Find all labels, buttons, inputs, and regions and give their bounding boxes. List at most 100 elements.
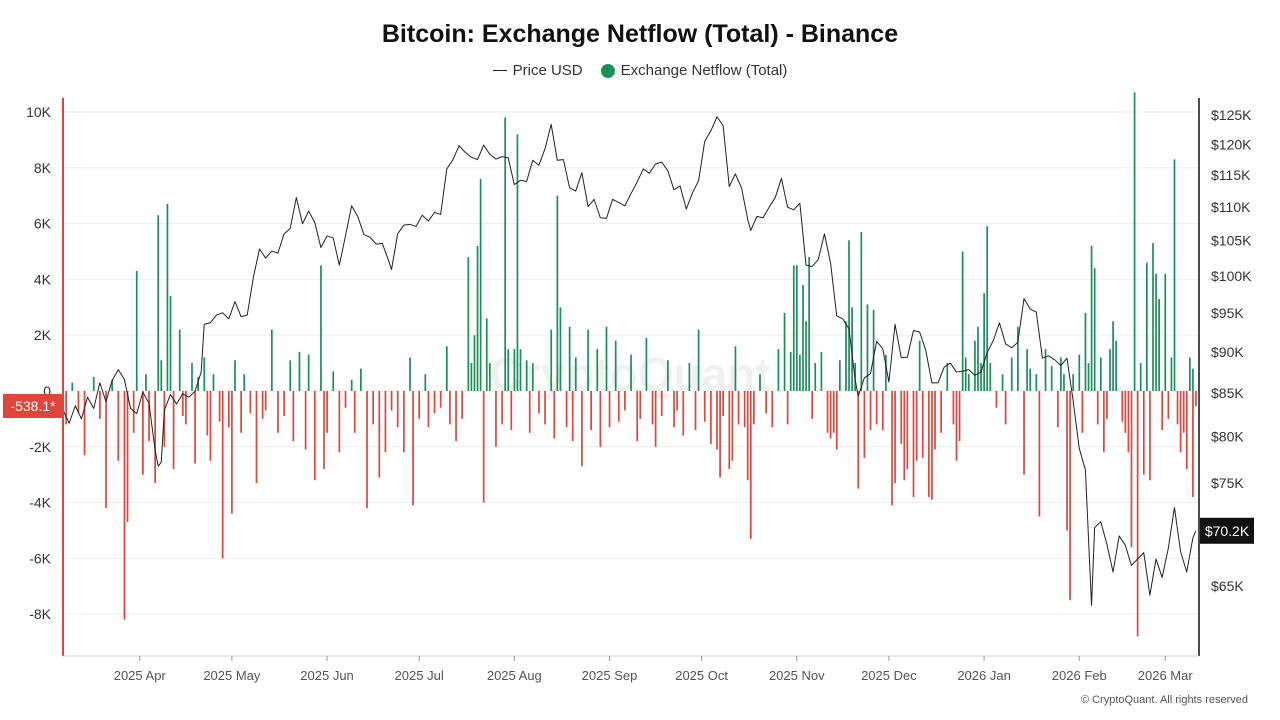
netflow-bar bbox=[111, 379, 114, 391]
right-tick-label: $120K bbox=[1211, 136, 1252, 152]
netflow-bar bbox=[915, 390, 918, 461]
x-tick-label: 2025 Dec bbox=[861, 668, 917, 683]
grid-lines bbox=[63, 111, 1199, 615]
netflow-bar bbox=[516, 134, 519, 391]
netflow-bar bbox=[734, 346, 737, 391]
netflow-bar bbox=[1152, 243, 1154, 391]
right-tick-label: $125K bbox=[1211, 107, 1252, 123]
netflow-bar bbox=[716, 390, 718, 450]
netflow-bar bbox=[759, 374, 761, 391]
netflow-bar bbox=[1170, 357, 1173, 391]
netflow-bar bbox=[1004, 390, 1007, 425]
netflow-bar bbox=[912, 390, 915, 497]
netflow-bar bbox=[765, 390, 767, 414]
netflow-bar bbox=[743, 390, 746, 428]
netflow-bar bbox=[983, 293, 985, 391]
netflow-bar bbox=[154, 390, 157, 484]
netflow-bar bbox=[353, 390, 356, 433]
netflow-bar bbox=[1090, 245, 1093, 391]
netflow-bar bbox=[980, 363, 982, 391]
netflow-bar bbox=[83, 390, 86, 456]
legend-item-netflow[interactable]: Exchange Netflow (Total) bbox=[600, 62, 787, 79]
netflow-bar bbox=[989, 363, 992, 391]
netflow-bar bbox=[851, 307, 853, 391]
netflow-bar bbox=[1176, 390, 1179, 425]
x-tick-label: 2025 Aug bbox=[487, 668, 542, 683]
left-tick-label: -2K bbox=[29, 439, 51, 455]
netflow-bar bbox=[676, 390, 678, 411]
legend-item-price[interactable]: Price USD bbox=[492, 62, 583, 79]
netflow-bar bbox=[92, 377, 95, 391]
netflow-bar bbox=[243, 374, 246, 391]
left-tick-label: -8K bbox=[29, 606, 51, 622]
netflow-bar bbox=[697, 329, 700, 391]
netflow-bar bbox=[261, 390, 264, 419]
netflow-bar bbox=[403, 390, 405, 453]
x-tick-label: 2025 May bbox=[203, 668, 261, 683]
current-netflow-badge-bg bbox=[3, 393, 63, 418]
left-tick-label: 10K bbox=[26, 104, 52, 120]
netflow-bar bbox=[476, 245, 479, 391]
netflow-bar bbox=[485, 318, 488, 391]
netflow-bar bbox=[283, 390, 285, 417]
netflow-bar bbox=[332, 371, 335, 391]
netflow-bar bbox=[1142, 390, 1145, 475]
netflow-bar bbox=[504, 117, 507, 391]
netflow-bar bbox=[169, 296, 172, 391]
netflow-bar bbox=[231, 390, 233, 514]
x-tick-label: 2025 Jun bbox=[300, 668, 354, 683]
netflow-bar bbox=[673, 390, 675, 428]
netflow-bar bbox=[160, 360, 163, 391]
netflow-bar bbox=[630, 354, 632, 391]
netflow-bar bbox=[869, 390, 872, 431]
current-price-value: $70.2K bbox=[1205, 523, 1250, 539]
netflow-bar bbox=[710, 390, 712, 444]
netflow-bar bbox=[829, 390, 832, 439]
netflow-bar bbox=[1164, 273, 1167, 391]
left-tick-label: 8K bbox=[34, 160, 52, 176]
left-tick-label: -4K bbox=[29, 495, 51, 511]
netflow-bar bbox=[605, 326, 608, 391]
netflow-bar bbox=[1010, 357, 1013, 391]
netflow-bar bbox=[931, 390, 933, 500]
netflow-bar bbox=[270, 329, 273, 391]
netflow-bar bbox=[409, 357, 411, 391]
netflow-bar bbox=[860, 231, 863, 391]
price-line-swatch bbox=[492, 70, 507, 71]
current-price-badge-bg bbox=[1200, 517, 1254, 544]
netflow-bar bbox=[390, 390, 393, 411]
netflow-bar bbox=[338, 390, 341, 453]
x-tick-label: 2026 Feb bbox=[1052, 668, 1107, 683]
netflow-bar bbox=[1115, 340, 1117, 391]
netflow-bar bbox=[921, 390, 924, 458]
netflow-bar bbox=[378, 390, 381, 478]
right-tick-label: $105K bbox=[1211, 233, 1252, 249]
netflow-bar bbox=[1072, 374, 1075, 391]
netflow-bar bbox=[885, 354, 887, 391]
netflow-bar bbox=[1192, 390, 1194, 497]
netflow-bar bbox=[703, 390, 706, 422]
netflow-bar bbox=[1066, 390, 1068, 531]
netflow-bar bbox=[881, 390, 884, 431]
netflow-bar bbox=[792, 265, 795, 391]
netflow-bar bbox=[424, 374, 427, 391]
netflow-bar bbox=[1179, 390, 1182, 453]
netflow-bar bbox=[1096, 390, 1099, 425]
netflow-bar bbox=[857, 390, 860, 489]
netflow-bar bbox=[1192, 368, 1194, 391]
netflow-bar bbox=[599, 390, 602, 447]
netflow-bar bbox=[639, 390, 642, 419]
netflow-bar bbox=[838, 360, 841, 391]
right-tick-label: $110K bbox=[1211, 199, 1251, 215]
netflow-bar bbox=[1124, 390, 1127, 433]
netflow-bar bbox=[384, 390, 387, 453]
netflow-bar bbox=[1161, 390, 1164, 431]
netflow-bar bbox=[292, 390, 295, 442]
netflow-bar bbox=[105, 390, 107, 509]
netflow-bar bbox=[719, 390, 721, 478]
netflow-bar bbox=[808, 257, 810, 391]
netflow-bar bbox=[961, 251, 964, 391]
netflow-bar bbox=[866, 304, 869, 391]
netflow-bar bbox=[1078, 354, 1081, 391]
